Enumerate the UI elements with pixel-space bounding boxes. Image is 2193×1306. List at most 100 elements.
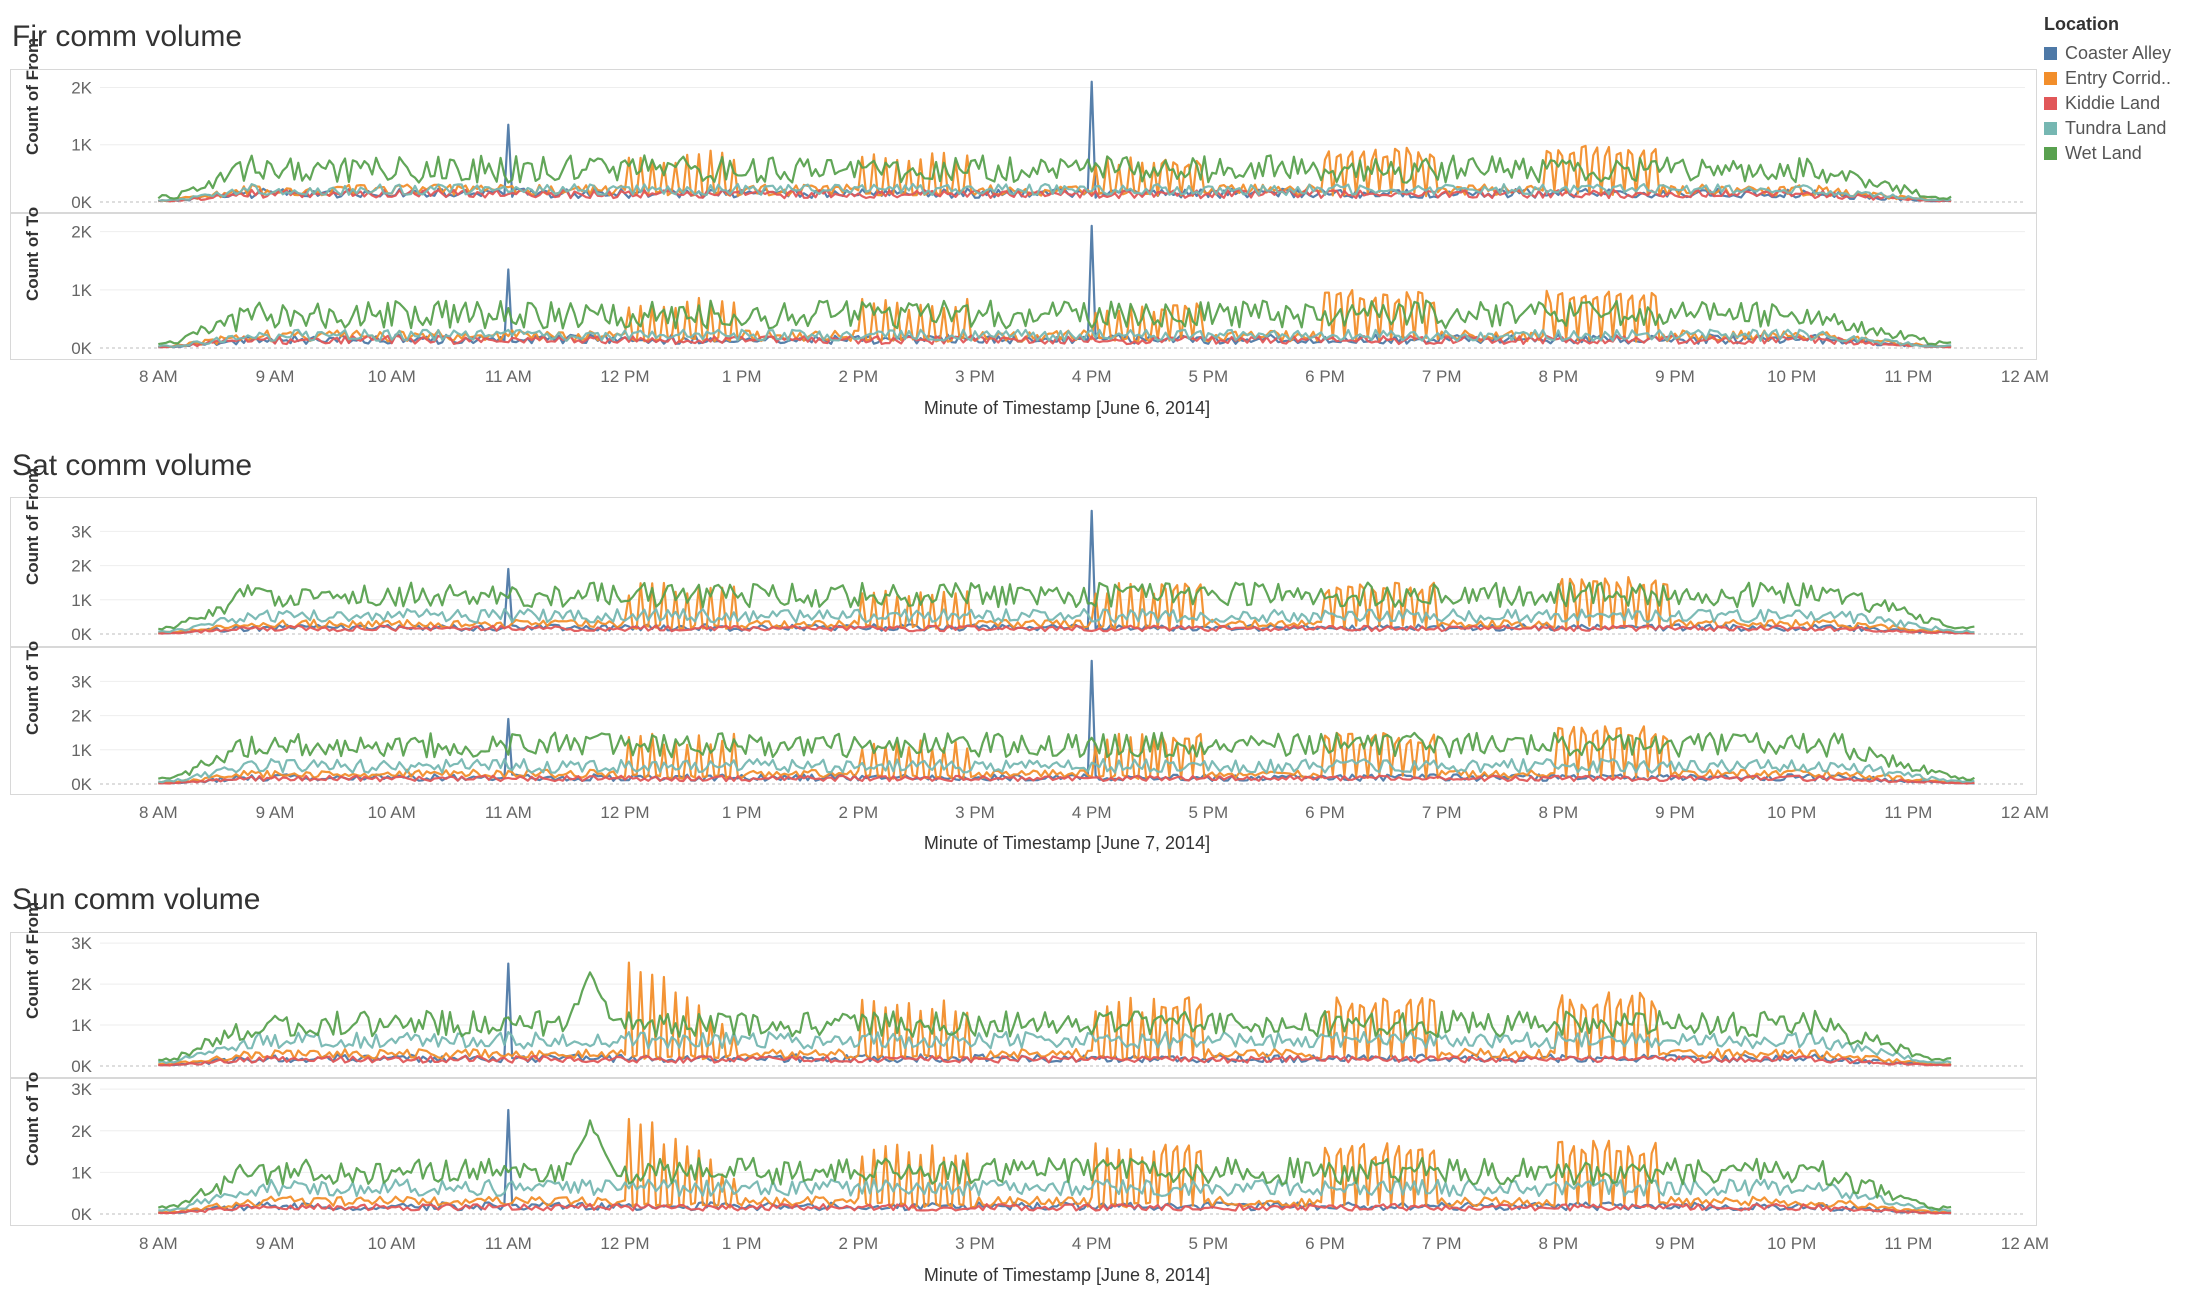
x-tick-label: 8 PM — [1538, 1234, 1578, 1253]
series-line-kiddie-land — [158, 624, 1975, 635]
x-tick-label: 9 PM — [1655, 367, 1695, 386]
series-line-coaster-alley — [158, 80, 1952, 203]
x-tick-label: 9 AM — [256, 367, 295, 386]
legend-label: Kiddie Land — [2065, 93, 2161, 113]
x-axis-title: Minute of Timestamp [June 7, 2014] — [924, 833, 1210, 853]
legend-item-coaster-alley[interactable]: Coaster Alley — [2044, 41, 2171, 66]
series-line-entry-corrid- — [158, 961, 1952, 1066]
legend-swatch — [2044, 122, 2057, 135]
x-tick-label: 12 PM — [600, 367, 649, 386]
x-axis-title: Minute of Timestamp [June 8, 2014] — [924, 1265, 1210, 1285]
legend: Location Coaster Alley Entry Corrid.. Ki… — [2044, 14, 2171, 166]
x-tick-label: 1 PM — [722, 803, 762, 822]
pane-fir-to — [10, 213, 2037, 360]
x-tick-label: 5 PM — [1188, 803, 1228, 822]
y-tick-label: 2K — [71, 1122, 92, 1141]
legend-label: Entry Corrid.. — [2065, 68, 2172, 88]
legend-item-wet-land[interactable]: Wet Land — [2044, 141, 2171, 166]
x-tick-label: 8 PM — [1538, 803, 1578, 822]
x-tick-label: 3 PM — [955, 1234, 995, 1253]
series-line-entry-corrid- — [158, 575, 1975, 635]
series-line-wet-land — [157, 1119, 1952, 1211]
series-line-tundra-land — [158, 757, 1975, 784]
pane-sat-from — [10, 497, 2037, 647]
series-line-wet-land — [157, 154, 1952, 200]
y-tick-label: 1K — [71, 1016, 92, 1035]
x-tick-label: 1 PM — [722, 1234, 762, 1253]
x-tick-label: 7 PM — [1422, 803, 1462, 822]
x-tick-label: 10 PM — [1767, 1234, 1816, 1253]
y-tick-label: 0K — [71, 775, 92, 794]
y-tick-label: 0K — [71, 1205, 92, 1224]
series-line-entry-corrid- — [158, 725, 1975, 785]
y-tick-label: 0K — [71, 339, 92, 358]
y-tick-label: 2K — [71, 707, 92, 726]
x-tick-label: 11 PM — [1884, 803, 1932, 822]
x-tick-label: 5 PM — [1188, 367, 1228, 386]
y-tick-label: 2K — [71, 78, 92, 97]
x-axis-title: Minute of Timestamp [June 6, 2014] — [924, 398, 1210, 418]
y-tick-label: 3K — [71, 1080, 92, 1099]
series-line-tundra-land — [158, 328, 1952, 348]
section-title-fir: Fir comm volume — [12, 20, 243, 53]
pane-sun-from — [10, 932, 2037, 1078]
x-tick-label: 12 AM — [2001, 803, 2049, 822]
legend-label: Tundra Land — [2065, 118, 2167, 138]
x-tick-label: 1 PM — [722, 367, 762, 386]
x-tick-label: 9 AM — [256, 803, 295, 822]
y-tick-label: 3K — [71, 522, 92, 541]
legend-item-kiddie-land[interactable]: Kiddie Land — [2044, 91, 2171, 116]
legend-item-entry-corridor[interactable]: Entry Corrid.. — [2044, 66, 2171, 91]
x-tick-label: 10 PM — [1767, 803, 1816, 822]
x-tick-label: 6 PM — [1305, 367, 1345, 386]
x-tick-label: 12 AM — [2001, 1234, 2049, 1253]
series-line-wet-land — [158, 581, 1975, 631]
y-tick-label: 0K — [71, 625, 92, 644]
x-tick-label: 11 PM — [1884, 1234, 1932, 1253]
x-tick-label: 5 PM — [1188, 1234, 1228, 1253]
legend-label: Coaster Alley — [2065, 43, 2172, 63]
y-tick-label: 2K — [71, 975, 92, 994]
legend-swatch — [2044, 72, 2057, 85]
series-line-kiddie-land — [158, 1202, 1952, 1215]
y-tick-label: 1K — [71, 741, 92, 760]
x-tick-label: 2 PM — [838, 1234, 878, 1253]
legend-item-tundra-land[interactable]: Tundra Land — [2044, 116, 2171, 141]
series-line-tundra-land — [158, 182, 1952, 202]
series-line-wet-land — [158, 971, 1952, 1062]
x-tick-label: 7 PM — [1422, 367, 1462, 386]
series-line-wet-land — [158, 731, 1975, 782]
y-tick-label: 2K — [71, 223, 92, 242]
x-tick-label: 8 AM — [139, 1234, 178, 1253]
series-line-kiddie-land — [158, 774, 1975, 785]
x-tick-label: 10 AM — [368, 367, 416, 386]
series-line-tundra-land — [158, 607, 1975, 634]
x-tick-label: 4 PM — [1072, 367, 1112, 386]
series-line-entry-corrid- — [158, 1117, 1952, 1214]
legend-swatch — [2044, 47, 2057, 60]
series-line-coaster-alley — [158, 1108, 1952, 1215]
x-tick-label: 12 AM — [2001, 367, 2049, 386]
x-tick-label: 12 PM — [600, 803, 649, 822]
x-tick-label: 12 PM — [600, 1234, 649, 1253]
x-tick-label: 3 PM — [955, 803, 995, 822]
legend-swatch — [2044, 97, 2057, 110]
y-tick-label: 0K — [71, 1057, 92, 1076]
x-tick-label: 9 PM — [1655, 1234, 1695, 1253]
y-tick-label: 1K — [71, 281, 92, 300]
series-line-wet-land — [158, 299, 1952, 346]
x-tick-label: 6 PM — [1305, 1234, 1345, 1253]
y-tick-label: 1K — [71, 591, 92, 610]
y-tick-label: 0K — [71, 193, 92, 212]
legend-swatch — [2044, 147, 2057, 160]
x-tick-label: 9 PM — [1655, 803, 1695, 822]
x-tick-label: 10 AM — [368, 1234, 416, 1253]
x-tick-label: 2 PM — [838, 367, 878, 386]
x-tick-label: 8 PM — [1538, 367, 1578, 386]
y-tick-label: 3K — [71, 672, 92, 691]
x-tick-label: 10 AM — [368, 803, 416, 822]
x-tick-label: 6 PM — [1305, 803, 1345, 822]
series-line-coaster-alley — [158, 224, 1952, 349]
